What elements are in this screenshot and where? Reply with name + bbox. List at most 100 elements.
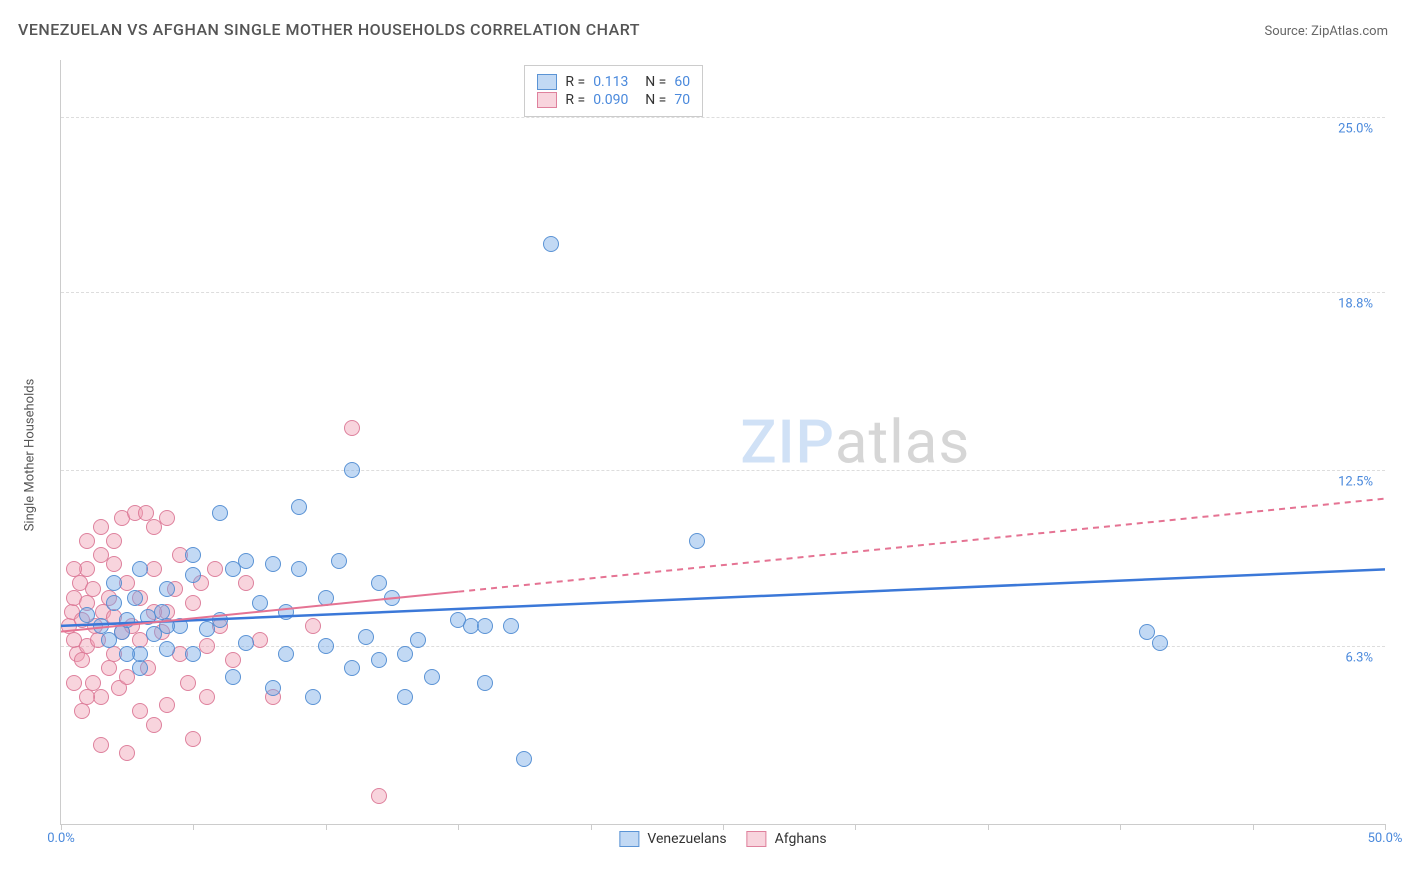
scatter-point-afghans: [344, 420, 360, 436]
scatter-point-afghans: [66, 675, 82, 691]
scatter-point-afghans: [74, 703, 90, 719]
scatter-point-afghans: [119, 745, 135, 761]
trend-lines: [61, 60, 1385, 824]
r-label: R =: [565, 92, 585, 108]
scatter-point-venezuelans: [318, 638, 334, 654]
scatter-point-venezuelans: [516, 751, 532, 767]
x-tick: [591, 824, 592, 830]
n-value: 70: [674, 92, 690, 108]
scatter-point-afghans: [146, 717, 162, 733]
n-value: 60: [674, 74, 690, 90]
scatter-point-venezuelans: [159, 618, 175, 634]
scatter-point-venezuelans: [212, 612, 228, 628]
scatter-point-venezuelans: [185, 646, 201, 662]
x-tick: [458, 824, 459, 830]
scatter-point-afghans: [79, 533, 95, 549]
scatter-point-afghans: [132, 703, 148, 719]
scatter-point-venezuelans: [1152, 635, 1168, 651]
scatter-point-venezuelans: [106, 575, 122, 591]
scatter-point-venezuelans: [371, 652, 387, 668]
x-tick: [1120, 824, 1121, 830]
scatter-point-afghans: [106, 556, 122, 572]
x-tick: [61, 824, 62, 830]
scatter-point-venezuelans: [1139, 624, 1155, 640]
scatter-point-afghans: [66, 561, 82, 577]
scatter-point-afghans: [207, 561, 223, 577]
scatter-point-venezuelans: [344, 462, 360, 478]
scatter-point-venezuelans: [477, 618, 493, 634]
scatter-point-afghans: [238, 575, 254, 591]
plot-area: 6.3%12.5%18.8%25.0%0.0%50.0%ZIPatlasR =0…: [60, 60, 1385, 825]
scatter-point-afghans: [101, 660, 117, 676]
header: VENEZUELAN VS AFGHAN SINGLE MOTHER HOUSE…: [18, 20, 1388, 39]
chart-title: VENEZUELAN VS AFGHAN SINGLE MOTHER HOUSE…: [18, 20, 640, 39]
stats-legend-row: R = 0.090 N = 70: [537, 92, 690, 108]
legend-swatch: [537, 92, 557, 108]
legend-swatch: [747, 831, 767, 847]
scatter-point-afghans: [199, 689, 215, 705]
scatter-point-venezuelans: [477, 675, 493, 691]
gridline: [61, 117, 1385, 118]
y-axis-label: Single Mother Households: [23, 379, 38, 532]
scatter-point-afghans: [85, 581, 101, 597]
scatter-point-venezuelans: [291, 499, 307, 515]
scatter-point-venezuelans: [424, 669, 440, 685]
scatter-point-afghans: [305, 618, 321, 634]
scatter-point-venezuelans: [265, 680, 281, 696]
scatter-point-afghans: [93, 519, 109, 535]
scatter-point-venezuelans: [159, 641, 175, 657]
scatter-point-venezuelans: [358, 629, 374, 645]
scatter-point-venezuelans: [384, 590, 400, 606]
trend-line-afghans-dashed: [458, 499, 1385, 592]
scatter-point-venezuelans: [278, 604, 294, 620]
x-tick-label: 50.0%: [1368, 831, 1403, 846]
watermark: ZIPatlas: [740, 407, 970, 478]
series-legend-label: Venezuelans: [647, 831, 726, 847]
scatter-point-venezuelans: [132, 561, 148, 577]
stats-legend: R = 0.113 N = 60 R = 0.090 N = 70: [524, 65, 703, 117]
scatter-point-venezuelans: [185, 567, 201, 583]
scatter-point-venezuelans: [79, 607, 95, 623]
scatter-point-afghans: [159, 510, 175, 526]
series-legend-item: Venezuelans: [619, 831, 726, 847]
scatter-point-afghans: [185, 595, 201, 611]
x-tick: [855, 824, 856, 830]
scatter-point-venezuelans: [106, 595, 122, 611]
n-label: N =: [645, 92, 666, 108]
n-label: N =: [645, 74, 666, 90]
scatter-point-afghans: [225, 652, 241, 668]
legend-swatch: [619, 831, 639, 847]
x-tick: [1253, 824, 1254, 830]
r-label: R =: [565, 74, 585, 90]
scatter-point-venezuelans: [331, 553, 347, 569]
stats-legend-row: R = 0.113 N = 60: [537, 74, 690, 90]
scatter-point-afghans: [106, 533, 122, 549]
scatter-point-venezuelans: [212, 505, 228, 521]
scatter-point-afghans: [74, 652, 90, 668]
x-tick: [1385, 824, 1386, 830]
series-legend-item: Afghans: [747, 831, 827, 847]
scatter-point-venezuelans: [278, 646, 294, 662]
r-value: 0.113: [593, 74, 637, 90]
x-tick: [326, 824, 327, 830]
y-tick-label: 12.5%: [1336, 475, 1375, 490]
chart-container: Single Mother Households 6.3%12.5%18.8%2…: [40, 55, 1390, 855]
r-value: 0.090: [593, 92, 637, 108]
scatter-point-venezuelans: [344, 660, 360, 676]
scatter-point-afghans: [371, 788, 387, 804]
y-tick-label: 6.3%: [1343, 650, 1375, 665]
scatter-point-venezuelans: [225, 561, 241, 577]
scatter-point-venezuelans: [410, 632, 426, 648]
scatter-point-venezuelans: [132, 660, 148, 676]
scatter-point-venezuelans: [238, 635, 254, 651]
scatter-point-venezuelans: [503, 618, 519, 634]
series-legend-label: Afghans: [775, 831, 827, 847]
scatter-point-venezuelans: [119, 612, 135, 628]
scatter-point-afghans: [180, 675, 196, 691]
scatter-point-venezuelans: [265, 556, 281, 572]
scatter-point-venezuelans: [159, 581, 175, 597]
scatter-point-venezuelans: [305, 689, 321, 705]
x-tick: [193, 824, 194, 830]
scatter-point-venezuelans: [119, 646, 135, 662]
scatter-point-afghans: [185, 731, 201, 747]
